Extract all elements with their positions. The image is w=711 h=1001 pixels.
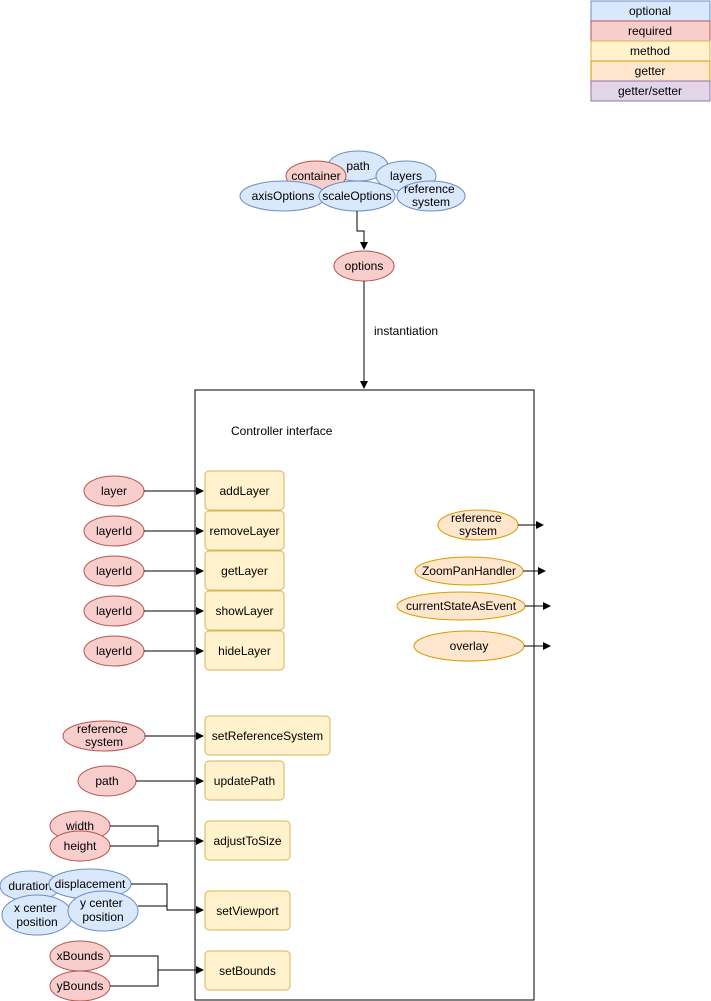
legend-item-required: required [590, 20, 711, 42]
method-get-layer: getLayer [204, 550, 285, 591]
getter-overlay: overlay [413, 630, 525, 662]
controller-title: Controller interface [231, 424, 333, 438]
getter-current-state-as-event: currentStateAsEvent [396, 591, 526, 621]
legend: optional required method getter getter/s… [590, 0, 711, 102]
input-layer-id-hide: layerId [83, 635, 145, 667]
input-height-label: height [64, 839, 97, 853]
input-y-center-position-line1: y center [80, 896, 123, 910]
input-height: height [49, 830, 111, 862]
input-layer-id-remove: layerId [83, 515, 145, 547]
input-layer-id-show: layerId [83, 595, 145, 627]
input-layer: layer [83, 475, 145, 507]
legend-label-getter: getter [635, 64, 666, 78]
input-layer-label: layer [101, 484, 127, 498]
option-reference-system-line2: system [412, 195, 450, 209]
input-layer-id-get-label: layerId [96, 564, 132, 578]
input-reference-system-line2: system [85, 735, 123, 749]
method-set-bounds-label: setBounds [219, 964, 276, 978]
input-width-label: width [65, 819, 94, 833]
input-path: path [77, 765, 137, 797]
input-reference-system-line1: reference [77, 722, 128, 736]
input-y-bounds-label: yBounds [57, 979, 104, 993]
method-adjust-to-size-label: adjustToSize [213, 834, 281, 848]
legend-item-getter-setter: getter/setter [590, 80, 711, 102]
legend-label-required: required [628, 24, 672, 38]
option-reference-system-line1: reference [404, 182, 455, 196]
method-add-layer: addLayer [204, 470, 285, 511]
getter-overlay-label: overlay [450, 639, 489, 653]
getter-current-state-as-event-label: currentStateAsEvent [406, 599, 517, 613]
legend-label-method: method [630, 44, 670, 58]
option-container-label: container [291, 169, 340, 183]
input-y-center-position-label: y center position [80, 896, 126, 924]
instantiation-label: instantiation [374, 324, 438, 338]
input-layer-id-remove-label: layerId [96, 524, 132, 538]
getter-reference-system: reference system [437, 509, 519, 541]
method-add-layer-label: addLayer [219, 484, 269, 498]
getter-reference-system-label: reference system [451, 511, 505, 538]
arrow-viewport-to-set-viewport [138, 905, 204, 914]
input-x-center-position-label: x center position [14, 901, 60, 929]
getter-zoom-pan-handler: ZoomPanHandler [414, 556, 524, 586]
options-node: options [333, 250, 395, 282]
input-x-center-position-line2: position [16, 915, 57, 929]
method-set-reference-system-label: setReferenceSystem [212, 729, 323, 743]
option-layers-label: layers [390, 169, 422, 183]
input-x-bounds: xBounds [49, 940, 111, 972]
method-set-bounds: setBounds [204, 950, 291, 991]
input-duration-label: duration [8, 879, 51, 893]
input-reference-system: reference system [62, 720, 146, 752]
input-reference-system-label: reference system [77, 722, 131, 749]
method-update-path-label: updatePath [214, 774, 275, 788]
cluster-to-options-arrow [356, 211, 368, 250]
input-y-center-position: y center position [67, 890, 139, 932]
method-update-path: updatePath [204, 760, 285, 801]
arrow-bounds-to-set-bounds [110, 966, 204, 987]
input-layer-id-show-label: layerId [96, 604, 132, 618]
input-duration: duration [0, 870, 61, 902]
method-show-layer-label: showLayer [215, 604, 273, 618]
method-set-reference-system: setReferenceSystem [204, 715, 331, 756]
legend-item-method: method [590, 40, 711, 62]
method-remove-layer-label: removeLayer [209, 524, 279, 538]
input-displacement-label: displacement [55, 877, 126, 891]
input-x-center-position-line1: x center [14, 901, 57, 915]
method-get-layer-label: getLayer [221, 564, 268, 578]
getter-reference-system-line1: reference [451, 511, 502, 525]
method-set-viewport: setViewport [204, 890, 291, 931]
option-scale-options-label: scaleOptions [322, 189, 391, 203]
input-path-label: path [95, 774, 118, 788]
legend-label-optional: optional [629, 4, 671, 18]
legend-item-getter: getter [590, 60, 711, 82]
input-x-center-position: x center position [1, 894, 73, 936]
input-y-bounds: yBounds [49, 970, 111, 1001]
option-reference-system-label: reference system [404, 182, 458, 209]
input-y-center-position-line2: position [82, 910, 123, 924]
method-hide-layer-label: hideLayer [218, 644, 271, 658]
legend-item-optional: optional [590, 0, 711, 22]
legend-label-getter-setter: getter/setter [618, 84, 682, 98]
connector-displacement [131, 883, 168, 910]
options-node-label: options [345, 259, 384, 273]
arrow-size-to-adjust-to-size [110, 837, 204, 847]
input-layer-id-get: layerId [83, 555, 145, 587]
method-adjust-to-size: adjustToSize [204, 820, 291, 861]
options-cluster: path layers container axisOptions scaleO… [239, 150, 466, 212]
input-layer-id-hide-label: layerId [96, 644, 132, 658]
option-path-label: path [346, 159, 369, 173]
connector-width [110, 825, 159, 841]
connector-x-bounds [110, 955, 159, 970]
option-scale-options: scaleOptions [318, 180, 396, 212]
option-axis-options-label: axisOptions [252, 189, 315, 203]
getter-zoom-pan-handler-label: ZoomPanHandler [422, 564, 516, 578]
getter-reference-system-line2: system [459, 524, 497, 538]
method-hide-layer: hideLayer [204, 630, 285, 671]
method-remove-layer: removeLayer [204, 510, 285, 551]
method-show-layer: showLayer [204, 590, 285, 631]
method-set-viewport-label: setViewport [216, 904, 279, 918]
option-reference-system: reference system [396, 180, 466, 212]
option-axis-options: axisOptions [239, 180, 327, 212]
input-x-bounds-label: xBounds [57, 949, 104, 963]
